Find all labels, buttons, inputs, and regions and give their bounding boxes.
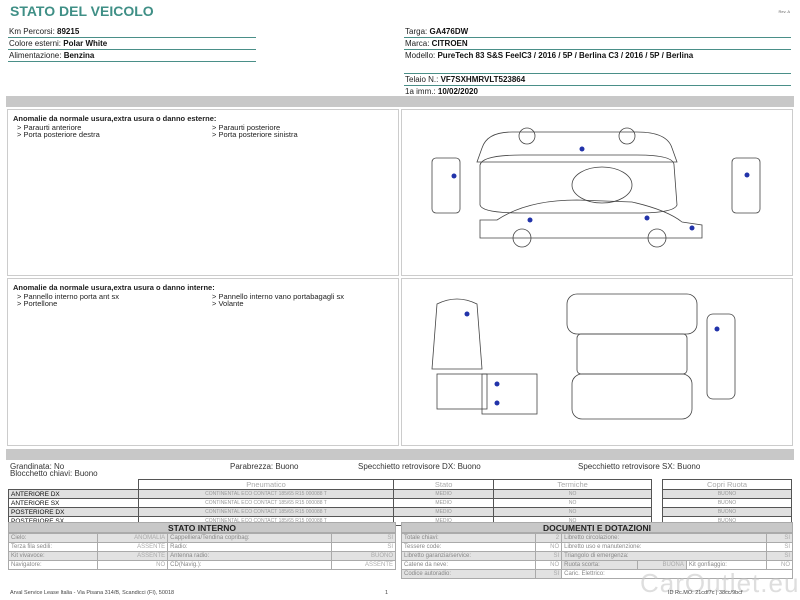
section-title: STATO INTERNO [8,522,396,533]
internal-damage-title: Anomalie da normale usura,extra usura o … [13,283,215,292]
documents-section: DOCUMENTI E DOTAZIONI Totale chiavi: 2 Lib… [400,522,794,579]
cell: BUONO [662,498,792,508]
car-exterior-diagram-icon [431,127,761,248]
fuel-field: Alimentazione: Benzina [8,50,256,62]
internal-car-diagram [401,278,793,446]
vehicle-info-right: Targa: GA476DW Marca: CITROEN Modello: P… [404,26,791,98]
footer-id: ID Rc.MO: 21cdf7c | 38cc/9bcf [668,590,743,596]
wheel-cover-table: Copri Ruota BUONO BUONO BUONO BUONO [662,479,792,526]
external-damage-panel: Anomalie da normale usura,extra usura o … [7,109,399,276]
col-header: Stato [392,479,495,490]
key-lock-status: Blocchetto chiavi: Buono [10,469,98,478]
damage-item: > Pannello interno porta ant sx [17,292,119,301]
section-divider [6,449,794,460]
section-divider [6,96,794,107]
damage-item: > Porta posteriore sinistra [212,130,298,139]
damage-item: > Paraurti posteriore [212,123,281,132]
cell: BUONO [662,507,792,517]
damage-item: > Pannello interno vano portabagagli sx [212,292,344,301]
col-header: Termiche [493,479,652,490]
mirror-left-status: Specchietto retrovisore SX: Buono [578,462,701,471]
damage-item: > Portellone [17,299,58,308]
km-field: Km Percorsi: 89215 [8,26,256,38]
page-title: STATO DEL VEICOLO [10,3,154,19]
revision-label: Rev. A [778,9,791,14]
table-row: ANTERIORE DX CONTINENTAL ECO CONTACT 185/… [8,489,652,499]
color-field: Colore esterni: Polar White [8,38,256,50]
cell: BUONO [662,489,792,499]
mirror-right-status: Specchietto retrovisore DX: Buono [358,462,481,471]
vehicle-info-left: Km Percorsi: 89215 Colore esterni: Polar… [8,26,256,62]
table-row: POSTERIORE DX CONTINENTAL ECO CONTACT 185… [8,507,652,517]
table-row: ANTERIORE SX CONTINENTAL ECO CONTACT 185/… [8,498,652,508]
col-header: Copri Ruota [662,479,792,490]
hail-status: Grandinata: No [10,462,65,471]
plate-field: Targa: GA476DW [404,26,791,38]
external-car-diagram [401,109,793,276]
footer-address: Arval Service Lease Italia - Via Pisana … [10,590,175,596]
model-field: Modello: PureTech 83 S&S FeelC3 / 2016 /… [404,50,791,74]
col-header: Pneumatico [138,479,394,490]
external-damage-title: Anomalie da normale usura,extra usura o … [13,114,217,123]
internal-damage-panel: Anomalie da normale usura,extra usura o … [7,278,399,446]
vin-field: Telaio N.: VF7SXHMRVLT523864 [404,74,791,86]
damage-item: > Porta posteriore destra [17,130,100,139]
windshield-status: Parabrezza: Buono [230,462,299,471]
damage-item: > Volante [212,299,244,308]
tires-table: Pneumatico Stato Termiche ANTERIORE DX CONT… [8,479,652,526]
brand-field: Marca: CITROEN [404,38,791,50]
section-title: DOCUMENTI E DOTAZIONI [401,522,793,533]
car-interior-diagram-icon [431,293,736,420]
page-number: 1 [385,590,389,596]
internal-status-section: STATO INTERNO Cielo: ANOMALIA Cappelliera/… [7,522,397,570]
damage-item: > Paraurti anteriore [17,123,82,132]
watermark-logo: CarOutlet.eu [640,568,800,598]
